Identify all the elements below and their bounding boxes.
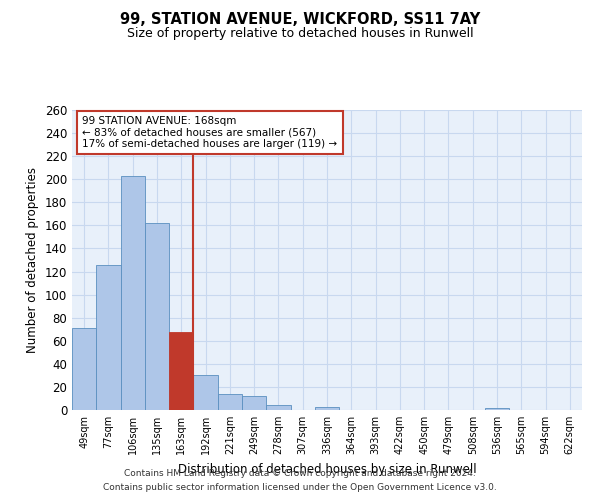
Text: 99 STATION AVENUE: 168sqm
← 83% of detached houses are smaller (567)
17% of semi: 99 STATION AVENUE: 168sqm ← 83% of detac… (82, 116, 337, 149)
Bar (96, 264, 121, 410)
Bar (72, 328, 96, 410)
Bar (485, 408, 509, 410)
Bar (193, 376, 218, 410)
Y-axis label: Number of detached properties: Number of detached properties (26, 167, 39, 353)
Bar (218, 394, 242, 410)
Bar (169, 332, 193, 410)
Bar (315, 406, 339, 410)
Bar (145, 223, 169, 410)
Bar (242, 396, 266, 410)
Text: Size of property relative to detached houses in Runwell: Size of property relative to detached ho… (127, 28, 473, 40)
X-axis label: Distribution of detached houses by size in Runwell: Distribution of detached houses by size … (178, 462, 476, 475)
Bar (266, 406, 290, 410)
Text: 99, STATION AVENUE, WICKFORD, SS11 7AY: 99, STATION AVENUE, WICKFORD, SS11 7AY (120, 12, 480, 28)
Bar (121, 176, 145, 410)
Text: Contains public sector information licensed under the Open Government Licence v3: Contains public sector information licen… (103, 484, 497, 492)
Text: Contains HM Land Registry data © Crown copyright and database right 2024.: Contains HM Land Registry data © Crown c… (124, 468, 476, 477)
